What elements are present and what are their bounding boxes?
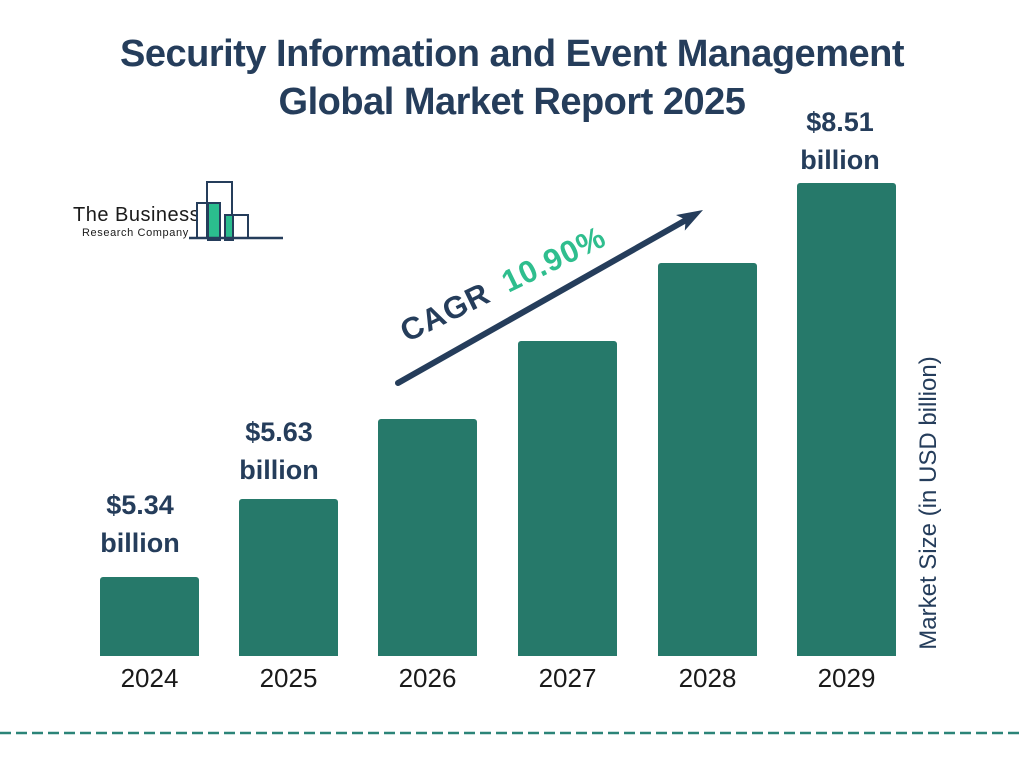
value-amount: $5.34 bbox=[106, 490, 174, 520]
cagr-value: 10.90% bbox=[496, 219, 612, 300]
value-unit: billion bbox=[100, 528, 180, 558]
y-axis-title: Market Size (in USD billion) bbox=[915, 356, 942, 650]
x-axis-label-2025: 2025 bbox=[259, 663, 318, 693]
bar-2026 bbox=[378, 419, 477, 656]
bar-2028 bbox=[658, 263, 757, 656]
value-label-2025: $5.63 billion bbox=[199, 413, 359, 489]
value-amount: $8.51 bbox=[806, 107, 874, 137]
x-axis-label-2024: 2024 bbox=[120, 663, 179, 693]
cagr-label: CAGR 10.90% bbox=[388, 216, 623, 361]
x-axis-label-2027: 2027 bbox=[538, 663, 597, 693]
bar-2024 bbox=[100, 577, 199, 656]
cagr-text: CAGR bbox=[394, 275, 496, 349]
value-label-2029: $8.51 billion bbox=[760, 103, 920, 179]
x-axis-label-2026: 2026 bbox=[398, 663, 457, 693]
logo-company-subname: Research Company bbox=[82, 227, 189, 239]
value-unit: billion bbox=[800, 145, 880, 175]
value-label-2024: $5.34 billion bbox=[60, 486, 220, 562]
bottom-dashed-divider bbox=[0, 731, 1024, 735]
report-title: Security Information and Event Managemen… bbox=[0, 30, 1024, 126]
x-axis-label-2028: 2028 bbox=[678, 663, 737, 693]
report-title-line1: Security Information and Event Managemen… bbox=[120, 33, 904, 75]
company-logo: The Business Research Company bbox=[73, 177, 288, 247]
bar-2029 bbox=[797, 183, 896, 656]
logo-text: The Business Research Company bbox=[73, 204, 201, 239]
value-unit: billion bbox=[239, 455, 319, 485]
bar-chart-logo-icon bbox=[189, 181, 283, 241]
value-amount: $5.63 bbox=[245, 417, 313, 447]
report-title-line2: Global Market Report 2025 bbox=[278, 81, 746, 123]
x-axis-label-2029: 2029 bbox=[817, 663, 876, 693]
bar-2025 bbox=[239, 499, 338, 656]
logo-company-name: The Business bbox=[73, 204, 201, 226]
bar-2027 bbox=[518, 341, 617, 656]
